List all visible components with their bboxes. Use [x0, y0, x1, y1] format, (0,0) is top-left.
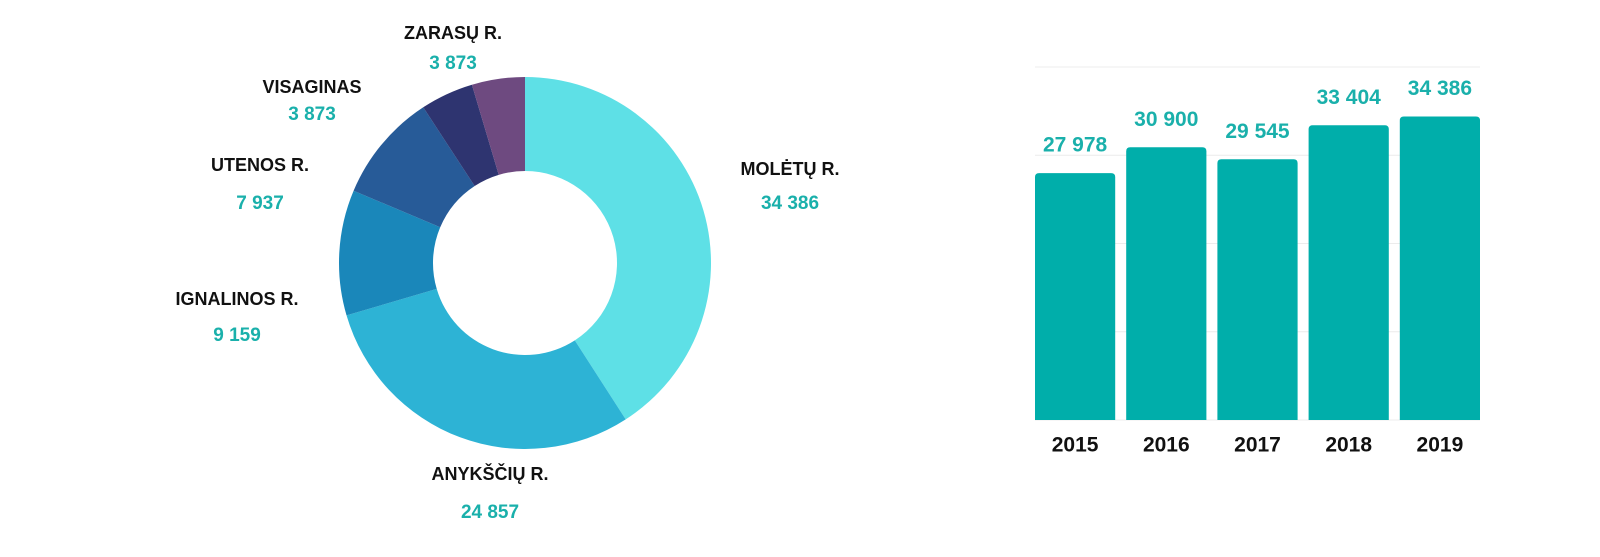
- bar-value: 29 545: [1225, 120, 1290, 143]
- bar-value: 30 900: [1134, 108, 1198, 131]
- slice-value: 24 857: [461, 502, 519, 523]
- donut-slice: [471, 77, 525, 175]
- bar-value: 33 404: [1317, 86, 1382, 109]
- slice-value: 34 386: [761, 193, 819, 214]
- bar: [1308, 125, 1389, 420]
- donut-slice: [423, 84, 499, 186]
- slice-value: 7 937: [236, 193, 284, 214]
- bar: [1035, 173, 1116, 420]
- bar: [1217, 159, 1298, 420]
- x-tick-label: 2015: [1052, 434, 1099, 457]
- x-tick-label: 2016: [1143, 434, 1190, 457]
- donut-slice: [338, 190, 441, 316]
- bar: [1399, 116, 1480, 420]
- donut-slice: [353, 107, 475, 228]
- slice-value: 3 873: [288, 104, 336, 125]
- slice-label: ZARASŲ R.: [404, 23, 502, 43]
- x-tick-label: 2017: [1234, 434, 1281, 457]
- slice-label: MOLĖTŲ R.: [741, 159, 840, 179]
- slice-label: UTENOS R.: [211, 155, 309, 175]
- bar-value: 27 978: [1043, 134, 1108, 157]
- x-tick-label: 2019: [1417, 434, 1464, 457]
- bar: [1126, 147, 1207, 420]
- slice-value: 3 873: [429, 53, 477, 74]
- donut-slice: [525, 77, 711, 420]
- slice-label: IGNALINOS R.: [175, 289, 298, 309]
- donut-slice: [346, 288, 626, 450]
- bar-value: 34 386: [1408, 77, 1472, 100]
- slice-value: 9 159: [213, 325, 261, 346]
- x-tick-label: 2018: [1325, 434, 1372, 457]
- slice-label: VISAGINAS: [262, 77, 361, 97]
- slice-label: ANYKŠČIŲ R.: [431, 463, 548, 484]
